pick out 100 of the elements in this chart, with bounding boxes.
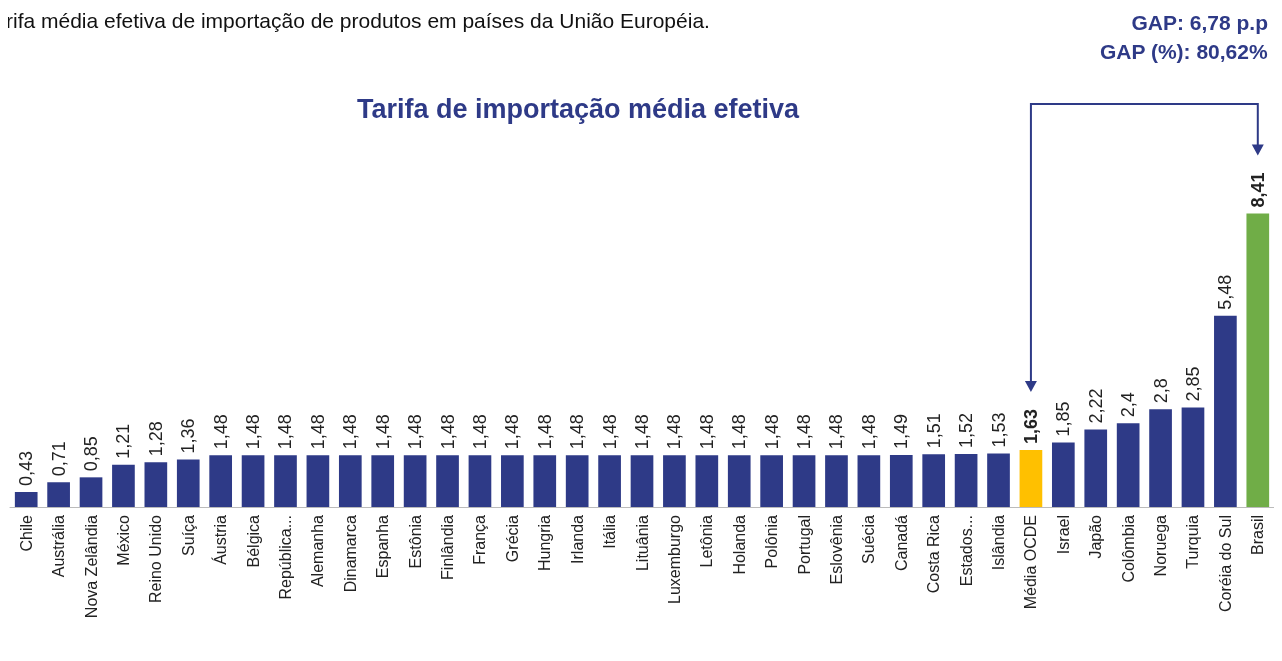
data-label: 1,48 (761, 414, 782, 450)
data-label: 1,48 (502, 414, 523, 450)
x-tick-label: Chile (17, 514, 35, 552)
x-tick-label: Alemanha (309, 514, 327, 588)
x-tick-label: Holanda (730, 514, 748, 575)
bar (1084, 429, 1108, 507)
x-tick-label: Letônia (698, 514, 716, 568)
x-tick-label: Reino Unido (147, 514, 165, 604)
x-tick-label: Polônia (763, 514, 781, 569)
x-tick-label: Japão (1087, 514, 1105, 559)
data-label: 5,48 (1215, 274, 1236, 310)
data-label: 1,48 (405, 414, 426, 450)
x-tick-label: Estônia (406, 514, 424, 569)
data-label: 1,48 (729, 414, 750, 450)
bar (112, 464, 135, 507)
bar (1246, 213, 1270, 507)
bar (889, 455, 913, 507)
x-tick-label: Nova Zelândia (82, 514, 100, 619)
bar (1181, 407, 1205, 507)
x-tick-label: Eslovênia (827, 514, 845, 585)
x-tick-label: Suécia (860, 514, 878, 564)
data-label: 1,48 (372, 414, 393, 450)
data-label: 1,48 (599, 414, 620, 450)
bar (695, 455, 719, 507)
data-label: 8,41 (1247, 172, 1268, 208)
bar (241, 455, 265, 507)
x-tick-label: Islândia (990, 514, 1008, 571)
bar (922, 454, 946, 507)
x-tick-label: Luxemburgo (665, 514, 683, 604)
bar (598, 455, 621, 507)
bar (371, 455, 395, 507)
bar (630, 455, 654, 507)
data-label: 1,48 (243, 414, 264, 450)
x-tick-label: Noruega (1152, 514, 1170, 577)
data-label: 1,48 (858, 414, 879, 450)
data-label: 1,52 (956, 412, 977, 448)
text: rifa média efetiva de importação de produtos em países da União Européia. (6, 9, 710, 32)
chart-title: Tarifa de importação média efetiva (356, 93, 801, 124)
x-tick-label: Dinamarca (341, 514, 359, 593)
bar (176, 459, 200, 507)
bar (79, 477, 103, 507)
data-label: 1,48 (696, 414, 717, 450)
x-tick-label: Áustria (211, 514, 230, 565)
bar (533, 455, 557, 507)
data-label: 1,48 (469, 414, 490, 450)
data-label: 1,28 (145, 421, 166, 457)
bar (436, 455, 459, 507)
data-label: 1,85 (1053, 401, 1074, 437)
data-label: 1,48 (340, 414, 361, 450)
x-tick-label: Coréia do Sul (1216, 515, 1234, 612)
bar (727, 455, 751, 507)
bar (954, 453, 978, 507)
data-label: 2,8 (1150, 378, 1171, 404)
bar (987, 453, 1010, 507)
data-label: 1,51 (923, 413, 944, 449)
data-label: 1,36 (178, 418, 199, 454)
bar (1214, 315, 1237, 507)
data-label: 1,49 (891, 413, 912, 449)
bar (144, 462, 168, 507)
bar (14, 491, 38, 507)
x-tick-label: Média OCDE (1022, 515, 1040, 610)
bar (274, 455, 297, 507)
data-label: 1,53 (988, 412, 1009, 448)
text: GAP: 6,78 p.p (1131, 11, 1268, 34)
bar (1051, 442, 1075, 507)
x-tick-label: Colômbia (1119, 514, 1137, 583)
data-label: 1,48 (275, 414, 296, 450)
bar (792, 455, 816, 507)
bar (209, 455, 233, 507)
data-label: 0,43 (16, 450, 37, 486)
x-tick-label: Hungria (536, 514, 554, 572)
bar (1149, 409, 1172, 507)
bar (338, 455, 362, 507)
x-tick-label: Espanha (374, 514, 392, 579)
x-tick-label: Portugal (795, 515, 813, 575)
bar (857, 455, 881, 507)
data-label: 1,48 (794, 414, 815, 450)
x-tick-label: Grécia (503, 514, 521, 563)
bar (565, 455, 589, 507)
bar (663, 455, 686, 507)
data-label: 1,48 (210, 414, 231, 450)
data-label: 0,71 (48, 441, 69, 477)
bar (501, 455, 524, 507)
x-tick-label: Suíça (179, 514, 197, 556)
data-label: 1,48 (664, 414, 685, 450)
x-tick-label: Costa Rica (925, 514, 943, 594)
x-tick-label: Israel (1054, 515, 1072, 555)
bar (468, 455, 492, 507)
bar (1116, 423, 1140, 507)
x-tick-label: Itália (601, 514, 619, 549)
x-tick-label: Bélgica (244, 514, 262, 568)
data-label: 2,85 (1182, 366, 1203, 402)
data-label: 1,21 (113, 423, 134, 459)
x-tick-label: Canadá (892, 514, 910, 572)
data-label: 2,22 (1085, 388, 1106, 424)
x-tick-label: Lituânia (633, 514, 651, 572)
data-label: 1,48 (437, 414, 458, 450)
text: GAP (%): 80,62% (1099, 40, 1268, 63)
x-tick-label: Turquia (1184, 514, 1202, 569)
data-label: 1,48 (307, 414, 328, 450)
